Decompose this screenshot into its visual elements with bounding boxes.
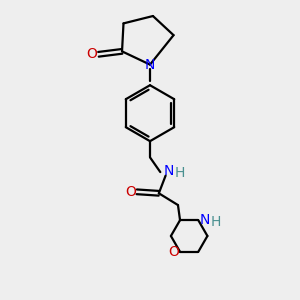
Text: H: H bbox=[174, 166, 184, 180]
Text: N: N bbox=[200, 213, 210, 226]
Text: O: O bbox=[168, 245, 179, 259]
Text: N: N bbox=[164, 164, 174, 178]
Text: O: O bbox=[125, 185, 136, 199]
Text: O: O bbox=[87, 47, 98, 61]
Text: H: H bbox=[210, 214, 220, 229]
Text: N: N bbox=[145, 58, 155, 72]
